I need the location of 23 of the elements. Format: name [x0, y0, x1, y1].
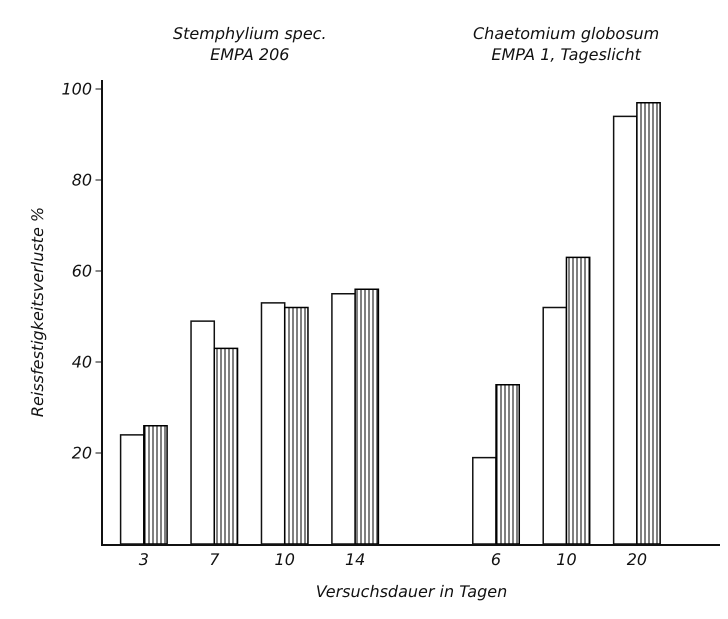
x-tick-label: 6 [490, 550, 502, 569]
bar [143, 424, 168, 544]
x-tick-label: 3 [138, 550, 149, 569]
y-tick-label: 80 [72, 170, 92, 190]
text: Chaetomium globosum EMPA 1, Tageslicht [473, 24, 660, 64]
y-tick-label: 100 [62, 80, 92, 99]
x-tick-label: 10 [556, 550, 577, 569]
x-tick-label: 20 [626, 550, 648, 569]
bar [214, 348, 238, 544]
bar [284, 306, 309, 544]
x-axis-title: Versuchsdauer in Tagen [316, 582, 508, 602]
y-tick-label: 20 [72, 444, 92, 463]
x-tick-label: 10 [274, 550, 295, 569]
y-tick-label: 60 [72, 262, 92, 281]
x-tick-label: 14 [344, 550, 366, 569]
text: Stemphylium spec. EMPA 206 [173, 24, 327, 64]
x-tick-label: 7 [209, 550, 220, 569]
bar [636, 102, 661, 544]
y-tick-label: 40 [72, 352, 92, 372]
bar [354, 288, 380, 544]
bar [495, 384, 520, 544]
bar [566, 256, 590, 544]
y-axis-title: Reissfestigkeitsverluste % [28, 206, 47, 418]
